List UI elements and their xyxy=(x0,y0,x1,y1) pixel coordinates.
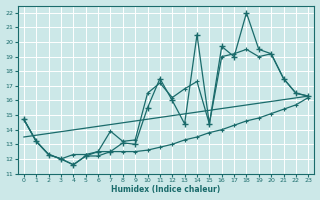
X-axis label: Humidex (Indice chaleur): Humidex (Indice chaleur) xyxy=(111,185,221,194)
